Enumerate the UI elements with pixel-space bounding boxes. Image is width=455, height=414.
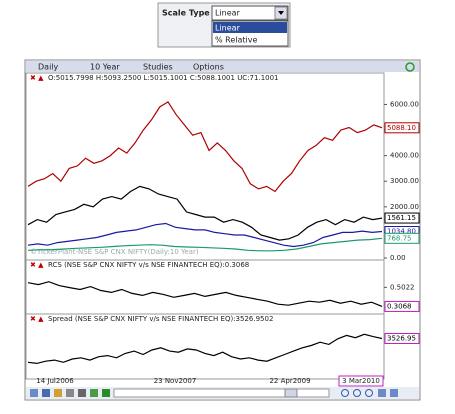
dropdown-arrow	[278, 11, 284, 15]
value-box	[384, 212, 420, 224]
option[interactable]: % Relative	[215, 36, 257, 45]
zoom-icon[interactable]	[341, 389, 349, 397]
series-line	[27, 185, 383, 241]
series-line	[27, 333, 383, 365]
panel-header: RCS (NSE S&P CNX NIFTY v/s NSE FINANTECH…	[48, 261, 249, 269]
x-label: 22 Apr2009	[269, 377, 310, 385]
menu-bar	[26, 61, 419, 72]
x-label: 3 Mar2010	[342, 377, 380, 385]
menu-item[interactable]: Daily	[38, 63, 59, 72]
value-box	[384, 122, 420, 134]
y-tick-label: 2000.00	[390, 203, 419, 211]
tool-icon[interactable]	[390, 389, 398, 397]
zoom-icon[interactable]	[365, 389, 373, 397]
panel-controls: ✖ ▲	[30, 261, 44, 269]
tool-icon[interactable]	[30, 389, 38, 397]
menu-item[interactable]: Options	[193, 63, 224, 72]
scale-label: Scale Type	[162, 9, 210, 18]
tool-icon[interactable]	[66, 389, 74, 397]
end-label: 1561.15	[387, 214, 416, 222]
watermark: ©TickerPlant-NSE S&P CNX NIFTY(Daily:10 …	[30, 248, 199, 256]
y-tick-label: 3000.00	[390, 177, 419, 185]
panel-header: O:5015.7998 H:5093.2500 L:5015.1001 C:50…	[48, 74, 279, 82]
tool-icon[interactable]	[102, 389, 110, 397]
panel-header: Spread (NSE S&P CNX NIFTY v/s NSE FINANT…	[48, 315, 273, 323]
series-line	[27, 222, 383, 248]
y-tick-label: 4000.00	[390, 152, 419, 160]
scale-select[interactable]	[211, 5, 289, 21]
toolbar-icons	[30, 388, 398, 398]
value-box	[384, 300, 420, 312]
scrollbar[interactable]	[113, 388, 330, 398]
menu-item[interactable]: 10 Year	[90, 63, 120, 72]
y-tick-label: 0.5022	[390, 283, 415, 291]
scroll-thumb[interactable]	[284, 388, 298, 398]
menu-item[interactable]: Studies	[143, 63, 173, 72]
end-label: 5088.10	[387, 124, 416, 132]
value-box	[384, 232, 420, 244]
tool-icon[interactable]	[42, 389, 50, 397]
series-line	[27, 237, 383, 252]
plot-area	[25, 72, 385, 380]
y-tick-label: 0.00	[390, 254, 406, 262]
tool-icon[interactable]	[54, 389, 62, 397]
option-highlight[interactable]	[213, 22, 287, 33]
scale-value: Linear	[215, 9, 241, 18]
value-box	[384, 332, 420, 344]
zoom-icon[interactable]	[353, 389, 361, 397]
y-tick-label: 6000.00	[390, 100, 419, 108]
refresh-icon[interactable]	[405, 62, 415, 72]
tool-icon[interactable]	[90, 389, 98, 397]
series-line	[27, 101, 383, 193]
series-line	[27, 281, 383, 307]
x-label: 23 Nov2007	[154, 377, 197, 385]
end-label: 1034.80	[387, 228, 416, 236]
end-label: 0.3068	[387, 302, 412, 310]
option[interactable]: Linear	[215, 24, 241, 33]
x-label: 14 Jul2006	[36, 377, 74, 385]
tool-icon[interactable]	[78, 389, 86, 397]
end-label: 3526.95	[387, 334, 416, 342]
panel-controls: ✖ ▲	[30, 315, 44, 323]
date-box	[338, 375, 384, 387]
end-label: 768.75	[387, 234, 412, 242]
tool-icon[interactable]	[378, 389, 386, 397]
panel-controls: ✖ ▲	[30, 74, 44, 82]
